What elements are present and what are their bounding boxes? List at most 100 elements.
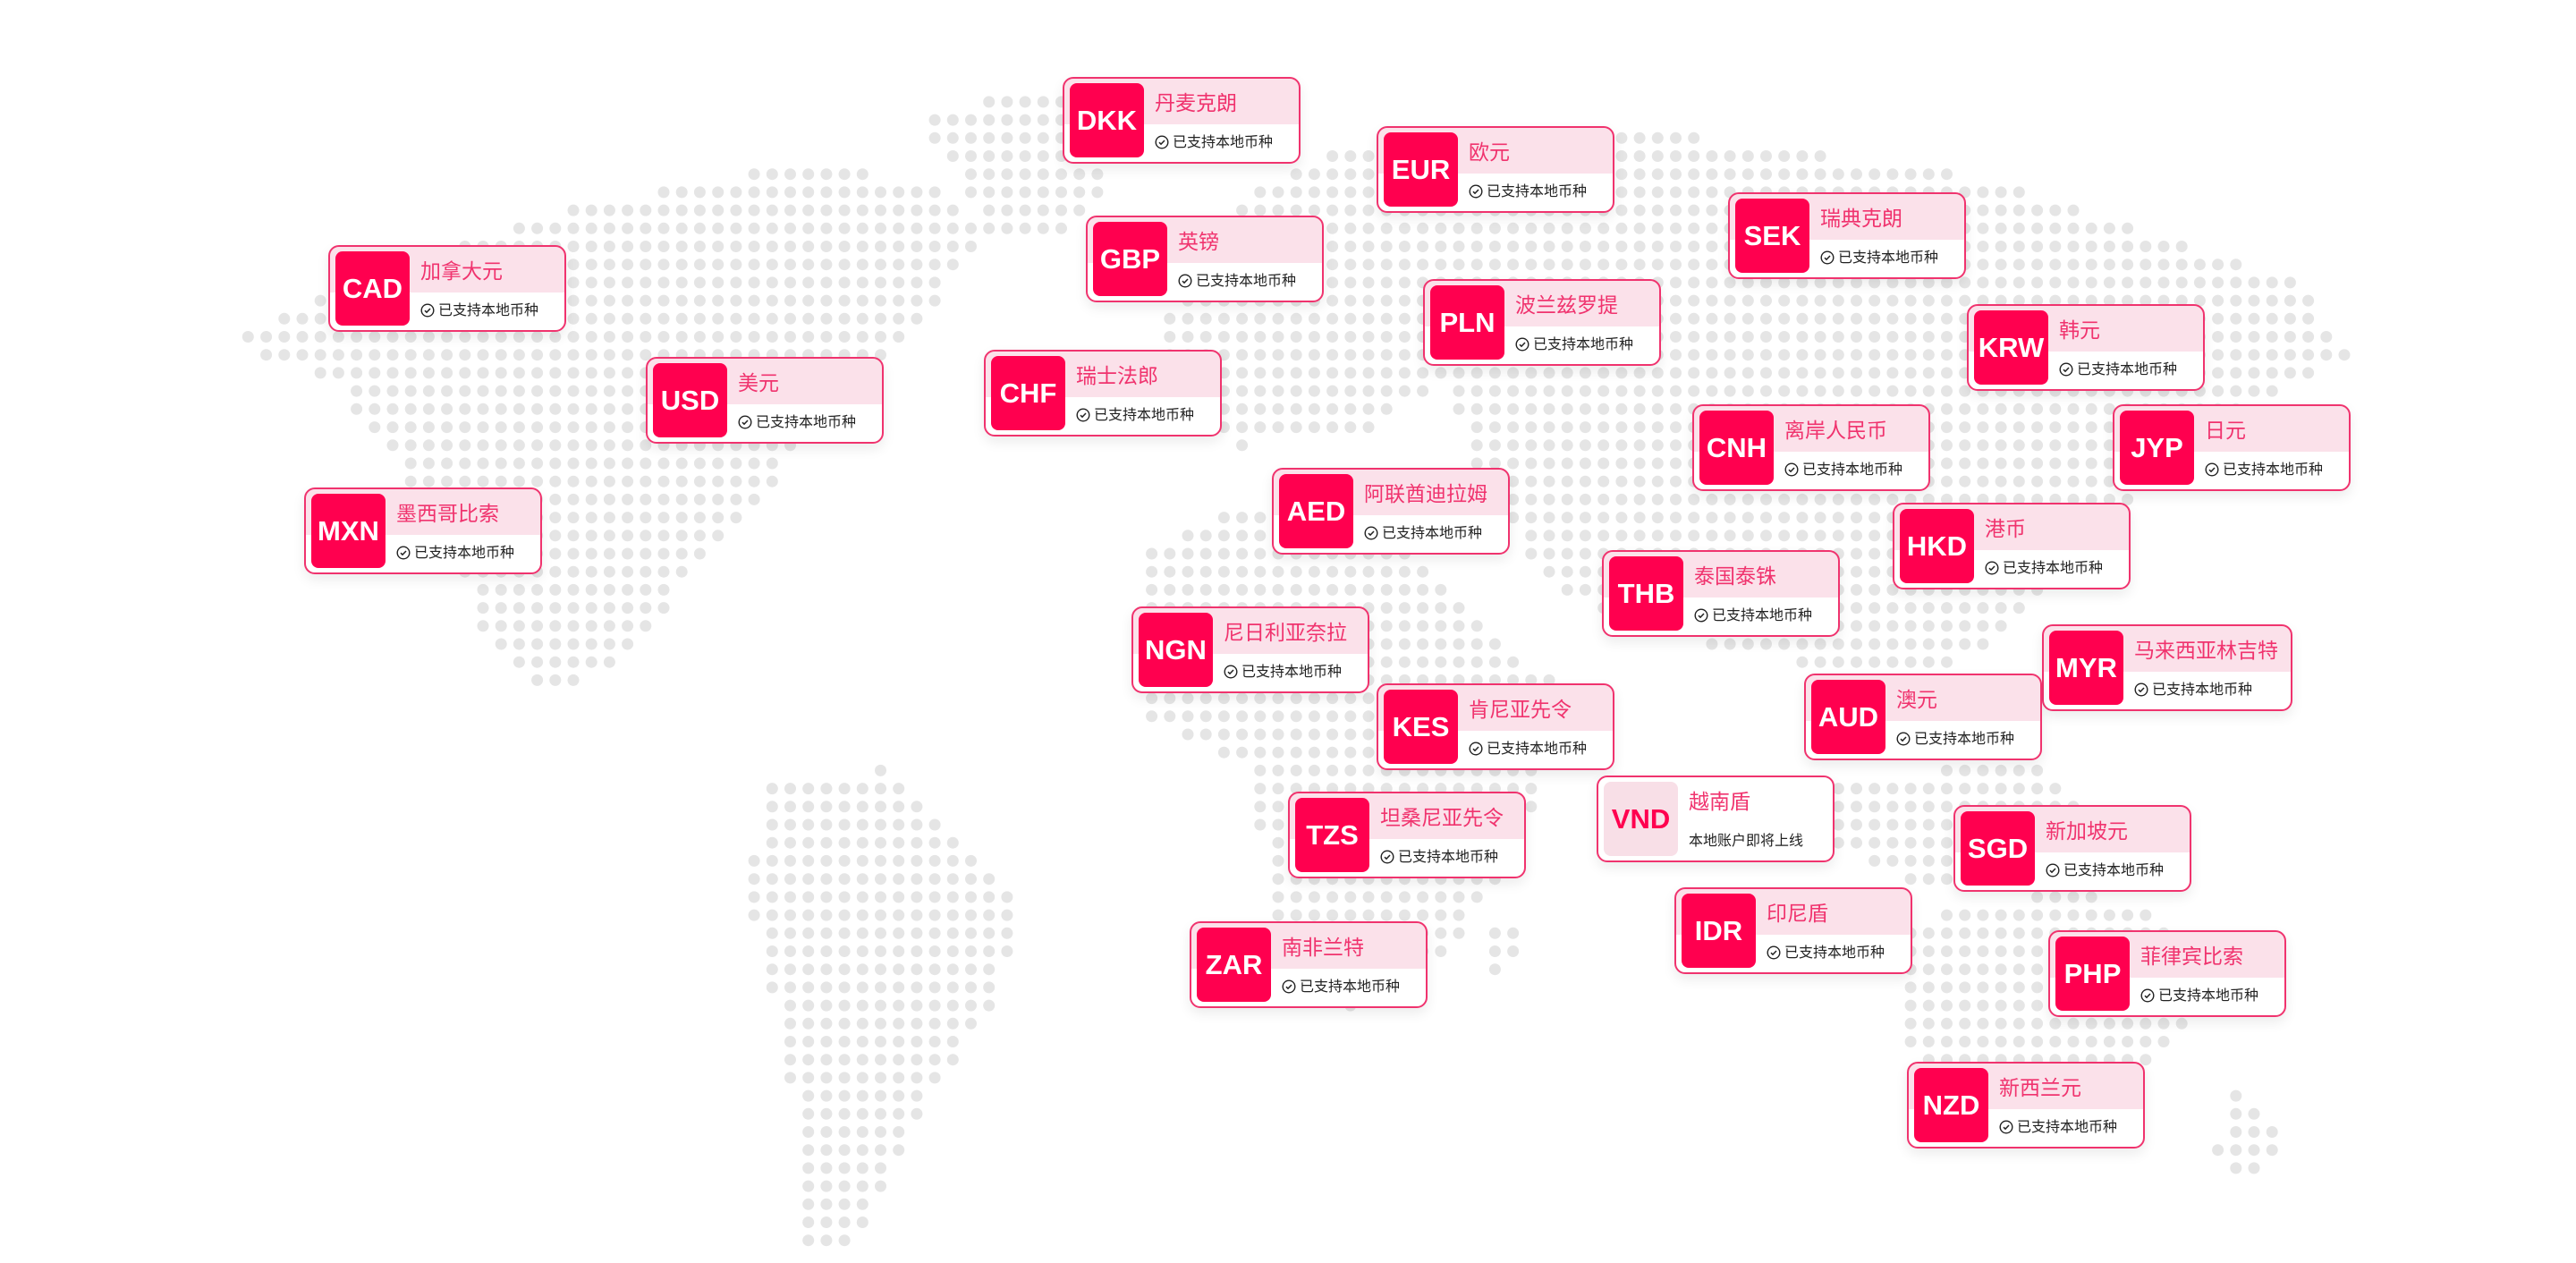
map-dot: [657, 457, 670, 470]
map-dot: [838, 963, 851, 976]
map-dot: [1308, 728, 1320, 741]
map-dot: [1308, 204, 1320, 216]
map-dot: [1579, 385, 1591, 397]
map-dot: [1615, 186, 1628, 199]
map-dot: [531, 674, 544, 686]
map-dot: [1579, 421, 1591, 434]
map-dot: [1019, 204, 1031, 216]
map-dot: [1633, 530, 1646, 542]
currency-status-text: 已支持本地币种: [438, 301, 539, 318]
map-dot: [2284, 367, 2296, 379]
map-dot: [820, 312, 833, 325]
map-dot: [2012, 493, 2025, 505]
map-dot: [2031, 403, 2044, 415]
map-dot: [1308, 385, 1320, 397]
map-dot: [1398, 367, 1411, 379]
map-dot: [2302, 294, 2315, 307]
map-dot: [2049, 204, 2062, 216]
map-dot: [838, 1144, 851, 1157]
map-dot: [1922, 602, 1935, 615]
map-dot: [477, 583, 489, 596]
map-dot: [1272, 854, 1284, 867]
map-dot: [1236, 746, 1249, 759]
map-dot: [1741, 331, 1754, 343]
map-dot: [495, 403, 507, 415]
map-dot: [1344, 403, 1357, 415]
map-dot: [1073, 168, 1086, 181]
map-dot: [1688, 276, 1700, 289]
map-dot: [1760, 331, 1772, 343]
map-dot: [495, 620, 507, 632]
map-dot: [1001, 96, 1013, 108]
map-dot: [802, 259, 815, 271]
map-dot: [1796, 150, 1809, 162]
map-dot: [802, 801, 815, 813]
map-dot: [802, 1036, 815, 1047]
map-dot: [2230, 1089, 2242, 1102]
map-dot: [2193, 276, 2206, 289]
map-dot: [567, 565, 580, 578]
map-dot: [603, 493, 615, 505]
map-dot: [802, 909, 815, 921]
currency-status-text: 已支持本地币种: [1382, 524, 1483, 541]
map-dot: [2067, 294, 2080, 307]
map-dot: [802, 854, 815, 867]
map-dot: [1814, 385, 1826, 397]
currency-status-text: 已支持本地币种: [2003, 559, 2104, 576]
map-dot: [477, 403, 489, 415]
map-dot: [1362, 331, 1375, 343]
map-dot: [1688, 367, 1700, 379]
map-dot: [1724, 312, 1736, 325]
map-dot: [622, 312, 634, 325]
map-dot: [332, 331, 344, 343]
map-dot: [567, 674, 580, 686]
map-dot: [693, 204, 706, 216]
map-dot: [1741, 512, 1754, 524]
map-dot: [820, 854, 833, 867]
map-dot: [1380, 602, 1393, 615]
map-dot: [2012, 945, 2025, 957]
map-dot: [495, 367, 507, 379]
map-dot: [1470, 403, 1483, 415]
map-dot: [1670, 186, 1682, 199]
map-dot: [1922, 963, 1935, 976]
map-dot: [1019, 131, 1031, 144]
map-dot: [296, 331, 309, 343]
map-dot: [1688, 150, 1700, 162]
map-dot: [585, 312, 597, 325]
map-dot: [2103, 493, 2115, 505]
map-dot: [1670, 493, 1682, 505]
map-dot: [1435, 241, 1447, 252]
map-dot: [2230, 331, 2242, 343]
map-dot: [911, 981, 923, 994]
map-dot: [1199, 728, 1212, 741]
map-dot: [820, 801, 833, 813]
map-dot: [1435, 783, 1447, 795]
map-dot: [404, 439, 417, 452]
currency-code-badge: DKK: [1070, 83, 1144, 157]
check-circle-icon: [1469, 184, 1483, 199]
map-dot: [1633, 493, 1646, 505]
map-dot: [856, 294, 869, 307]
map-dot: [1633, 512, 1646, 524]
map-dot: [1326, 421, 1339, 434]
map-dot: [2085, 259, 2097, 271]
map-dot: [1344, 692, 1357, 705]
map-dot: [513, 602, 525, 615]
map-dot: [404, 331, 417, 343]
map-dot: [1470, 259, 1483, 271]
map-dot: [1796, 493, 1809, 505]
map-dot: [1941, 909, 1953, 921]
map-dot: [1832, 530, 1844, 542]
map-dot: [567, 294, 580, 307]
check-circle-icon: [1224, 665, 1238, 679]
map-dot: [1380, 276, 1393, 289]
map-dot: [1706, 367, 1718, 379]
map-dot: [1778, 150, 1791, 162]
map-dot: [1561, 457, 1573, 470]
map-dot: [531, 421, 544, 434]
map-dot: [802, 1180, 815, 1192]
map-dot: [1236, 583, 1249, 596]
map-dot: [1760, 512, 1772, 524]
map-dot: [1688, 204, 1700, 216]
